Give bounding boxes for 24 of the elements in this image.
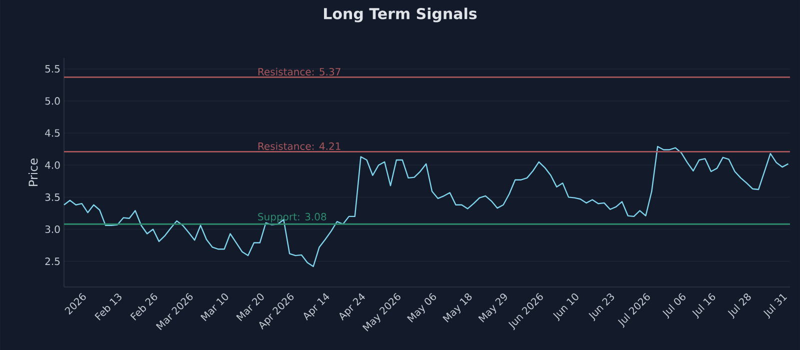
x-tick-label: Feb 13 [94,294,122,320]
y-tick-label: 4.5 [45,129,60,137]
x-tick-label: Jul 31 [763,294,787,319]
y-tick-label: 5.0 [45,97,60,105]
x-tick-label: Jul 16 [692,293,716,319]
x-tick-label: Jun 23 [588,293,614,322]
ref-line-label: Support: 3.08 [258,212,326,222]
y-tick-label: 3.0 [45,225,60,234]
ref-line-label: Resistance: 4.21 [258,142,340,150]
y-tick-label: 3.5 [45,193,60,201]
x-tick-label: Jun 10 [553,294,578,322]
y-tick-label: 4.0 [45,161,60,169]
x-tick-label: Mar 10 [200,294,228,322]
x-tick-label: Mar 20 [236,294,264,322]
y-tick-label: 5.5 [45,65,60,73]
x-tick-label: Jul 28 [728,294,751,319]
x-tick-label: Apr 14 [304,293,330,321]
ref-line-label: Resistance: 5.37 [258,68,340,76]
y-tick-label: 2.5 [45,258,60,266]
x-tick-label: Apr 24 [339,293,365,321]
y-axis-title: Price [28,158,38,186]
chart-title: Long Term Signals [324,8,477,22]
x-tick-label: Feb 26 [130,293,158,320]
x-tick-label: Jul 06 [662,293,686,319]
